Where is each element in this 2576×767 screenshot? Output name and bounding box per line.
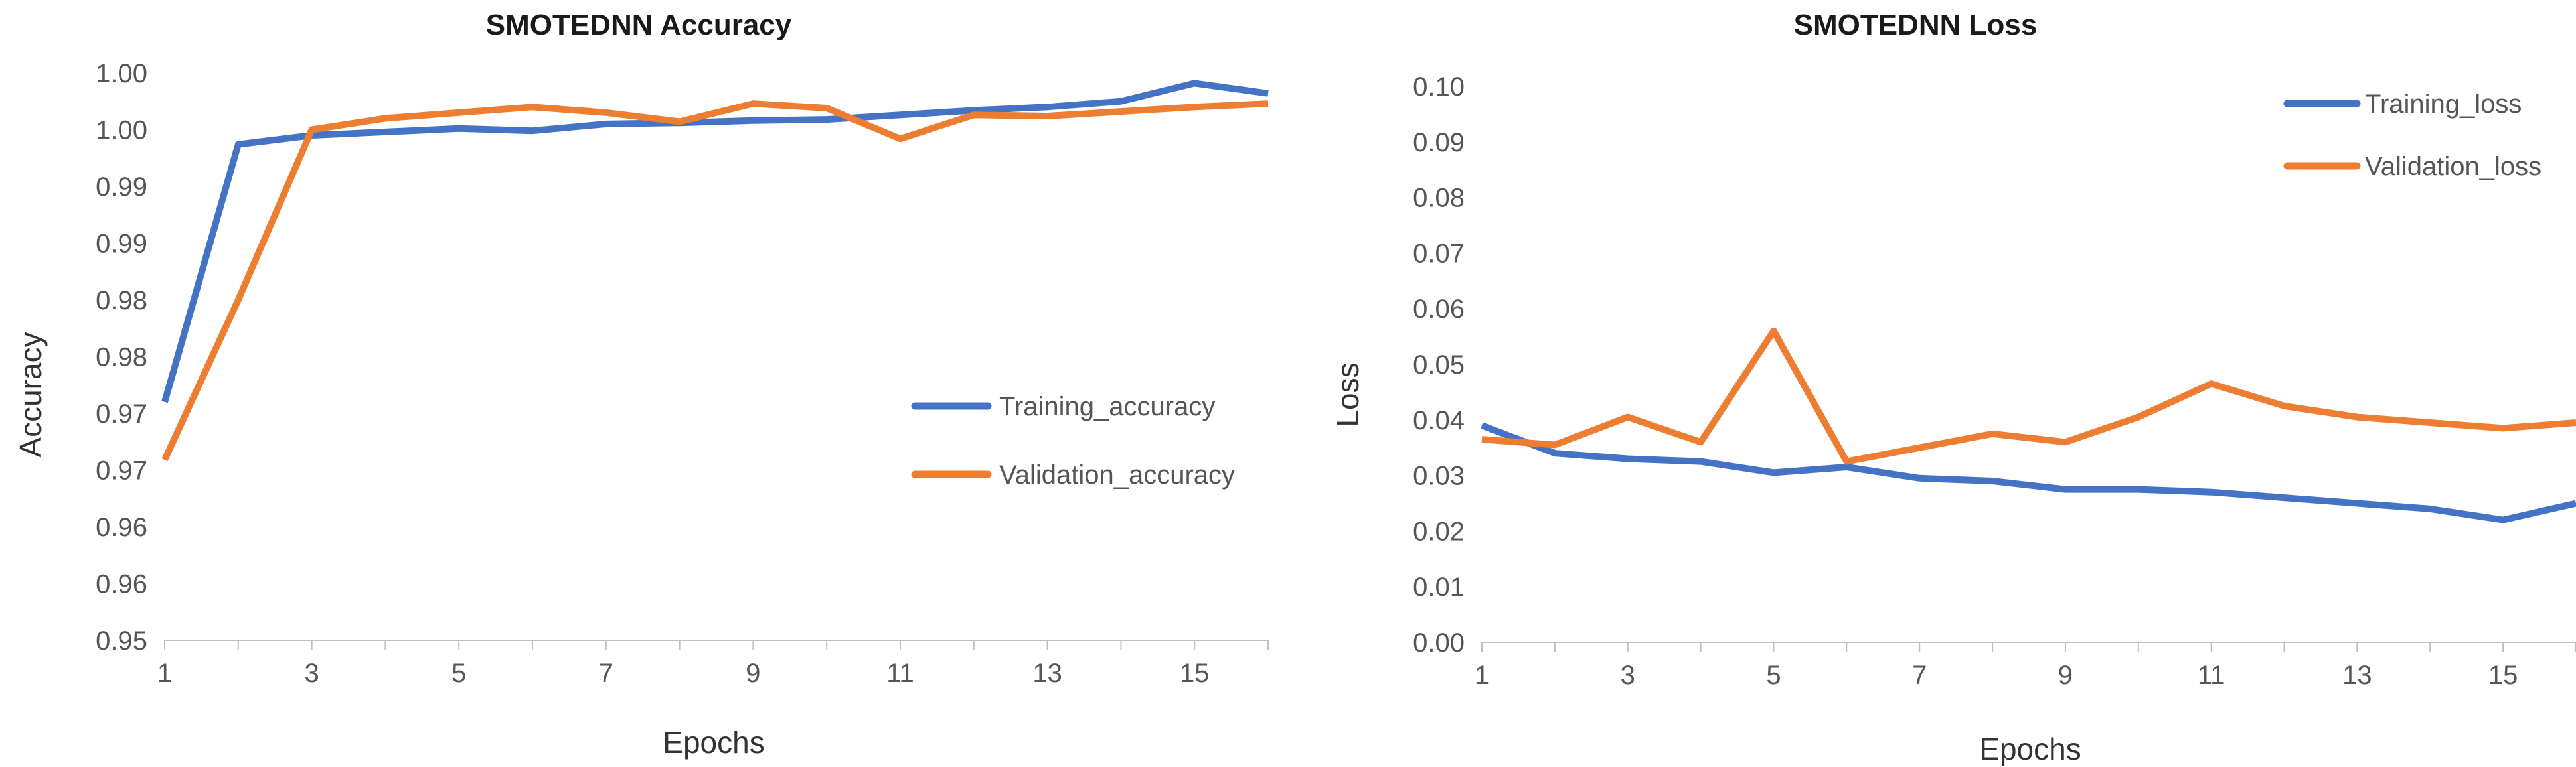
accuracy-y-tick-label: 0.98 [96,343,147,372]
series-line-validation-loss [1481,327,2576,465]
accuracy-y-tick-label: 0.96 [96,570,147,599]
series-line-validation-accuracy [161,100,1269,462]
loss-chart-title: SMOTEDNN Loss [1794,9,2038,41]
accuracy-y-tick-label: 0.97 [96,456,147,486]
accuracy-y-tick-label: 0.96 [96,513,147,542]
accuracy-chart-title: SMOTEDNN Accuracy [486,9,792,41]
accuracy-series [161,80,1269,462]
loss-x-tick-label: 3 [1621,661,1635,690]
loss-y-tick-label: 0.05 [1413,350,1465,380]
loss-legend: Training_loss Validation_loss [2283,90,2541,181]
accuracy-x-tick-label: 15 [1180,659,1210,688]
accuracy-x-tick-label: 3 [304,659,319,688]
loss-y-tick-label: 0.09 [1413,128,1465,157]
accuracy-y-tick-label: 0.99 [96,173,147,202]
accuracy-y-tick-label: 1.00 [96,116,147,145]
loss-x-tick-label: 9 [2058,661,2073,690]
loss-x-tick-label: 1 [1475,661,1489,690]
legend-label-training-accuracy: Training_accuracy [999,392,1215,421]
accuracy-y-tick-label: 0.99 [96,230,147,259]
accuracy-x-tick-label: 9 [746,659,760,688]
accuracy-x-tick-label: 13 [1032,659,1062,688]
legend-label-training-loss: Training_loss [2365,90,2522,119]
loss-y-ticks: 0.00 0.01 0.02 0.03 0.04 0.05 0.06 0.07 0.08 0.09… [1413,72,1465,658]
accuracy-x-axis-label: Epochs [663,725,764,760]
loss-x-tick-label: 13 [2342,661,2372,690]
loss-x-tick-label: 7 [1912,661,1927,690]
loss-y-tick-label: 0.03 [1413,462,1465,491]
series-line-training-loss [1481,422,2576,523]
accuracy-x-tick-label: 7 [599,659,613,688]
legend-label-validation-accuracy: Validation_accuracy [999,460,1235,490]
accuracy-x-tick-label: 1 [157,659,172,688]
loss-y-tick-label: 0.07 [1413,239,1465,268]
accuracy-x-ticks: 1 3 5 7 9 11 13 15 [157,640,1269,688]
loss-x-tick-label: 15 [2488,661,2518,690]
accuracy-legend: Training_accuracy Validation_accuracy [911,392,1235,490]
loss-chart: SMOTEDNN Loss Loss Epochs 0.000.010.020.… [1330,9,2576,766]
loss-y-axis-label: Loss [1330,362,1365,427]
accuracy-y-tick-label: 0.97 [96,399,147,429]
loss-y-tick-label: 0.01 [1413,573,1465,602]
accuracy-y-tick-label: 0.98 [96,286,147,315]
loss-y-tick-label: 0.04 [1413,406,1465,435]
accuracy-y-tick-label: 1.00 [96,59,147,88]
loss-y-tick-label: 0.10 [1413,72,1465,102]
accuracy-x-tick-label: 5 [451,659,466,688]
loss-x-tick-label: 11 [2198,661,2225,690]
accuracy-y-axis-label: Accuracy [13,332,48,457]
series-line-training-accuracy [161,80,1269,403]
loss-y-tick-label: 0.06 [1413,295,1465,324]
loss-y-tick-label: 0.08 [1413,184,1465,213]
loss-x-tick-label: 5 [1766,661,1781,690]
loss-y-tick-label: 0.02 [1413,517,1465,546]
loss-x-axis-label: Epochs [1979,732,2081,766]
accuracy-y-ticks: 0.95 0.96 0.96 0.97 0.97 0.98 0.98 0.99 0.99 1.00… [96,59,147,656]
loss-y-tick-label: 0.00 [1413,628,1465,658]
accuracy-y-tick-label: 0.95 [96,626,147,656]
loss-series [1481,327,2576,523]
accuracy-chart: SMOTEDNN Accuracy Accuracy Epochs 0.950.… [13,9,1269,760]
accuracy-x-tick-label: 11 [886,659,914,688]
legend-label-validation-loss: Validation_loss [2365,152,2541,181]
loss-x-ticks: 1 3 5 7 9 11 13 15 [1475,642,2576,690]
